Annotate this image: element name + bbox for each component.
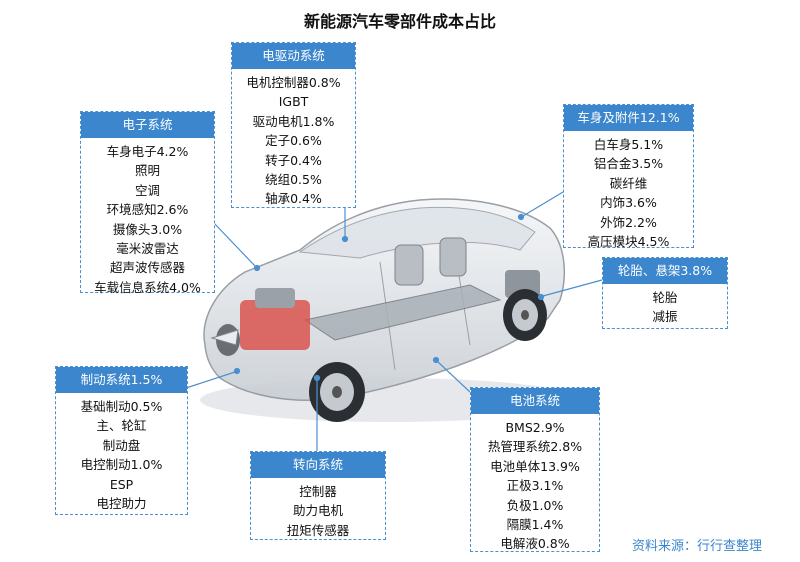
steering-item: 控制器: [299, 484, 337, 499]
chassis-item: 减振: [652, 309, 678, 325]
motor-drive-item: 驱动电机1.8%: [252, 113, 335, 129]
motor-drive-item: 定子0.6%: [265, 133, 322, 149]
body-item: 白车身5.1%: [593, 137, 664, 152]
brake-box: 制动系统1.5% 基础制动0.5% 主、轮缸 制动盘 电控制动1.0% ESP …: [55, 366, 188, 515]
connector-dot: [233, 367, 241, 375]
motor-drive-item: 绕组0.5%: [265, 172, 322, 188]
electronics-item: 毫米波雷达: [116, 241, 179, 257]
front-motor: [240, 300, 310, 350]
battery-item: 负极1.0%: [506, 497, 564, 513]
brake-item: 基础制动0.5%: [80, 399, 163, 414]
brake-item: 电控助力: [96, 496, 147, 512]
body-item: 外饰2.2%: [600, 214, 657, 230]
steering-box: 转向系统 控制器 助力电机 扭矩传感器: [250, 451, 386, 540]
battery-item: 正极3.1%: [506, 478, 564, 494]
page-title: 新能源汽车零部件成本占比: [303, 12, 496, 31]
car-seat: [394, 244, 424, 286]
electronics-item: 摄像头3.0%: [112, 221, 183, 237]
connector-dot: [432, 356, 440, 364]
battery-item: 热管理系统2.8%: [487, 439, 583, 455]
motor-drive-header: 电驱动系统: [232, 43, 355, 69]
car-glass: [298, 206, 536, 259]
electronics-header: 电子系统: [81, 112, 214, 138]
connector-brake: [185, 371, 236, 389]
connector-chassis: [542, 279, 603, 297]
body-item: 铝合金3.5%: [593, 156, 664, 172]
electronics-item: 照明: [134, 163, 160, 179]
motor-controller: [255, 288, 295, 308]
steering-item: 扭矩传感器: [286, 522, 350, 538]
car-seat: [439, 237, 467, 277]
connector-dot: [517, 213, 525, 221]
motor-drive-item: 轴承0.4%: [265, 191, 322, 207]
connector-body: [522, 191, 564, 217]
source-note: 资料来源：行行查整理: [631, 539, 762, 554]
motor-drive-item: 转子0.4%: [265, 152, 322, 168]
rear-wheel: [503, 289, 547, 341]
front-wheel: [309, 362, 365, 422]
brake-item: 电控制动1.0%: [80, 457, 163, 473]
chassis-header: 轮胎、悬架3.8%: [603, 258, 727, 284]
electronics-item: 环境感知2.6%: [106, 202, 189, 218]
motor-drive-item: IGBT: [278, 94, 309, 110]
brake-header: 制动系统1.5%: [56, 367, 187, 393]
chassis-item: 轮胎: [652, 290, 678, 305]
brake-item: 主、轮缸: [96, 418, 147, 434]
chassis-box: 轮胎、悬架3.8% 轮胎 减振: [602, 257, 728, 329]
connector-battery: [437, 361, 471, 393]
connector-dot: [341, 235, 349, 243]
battery-item: 隔膜1.4%: [506, 517, 564, 533]
electronics-item: 超声波传感器: [109, 260, 185, 276]
electronics-item: 空调: [134, 182, 160, 198]
body-header: 车身及附件12.1%: [564, 105, 693, 131]
brake-item: 制动盘: [102, 437, 141, 453]
steering-header: 转向系统: [251, 452, 385, 478]
connector-dot: [537, 293, 545, 301]
battery-header: 电池系统: [471, 388, 599, 414]
battery-item: BMS2.9%: [505, 420, 565, 435]
steering-item: 助力电机: [292, 503, 343, 519]
body-box: 车身及附件12.1% 白车身5.1% 铝合金3.5% 碳纤维 内饰3.6% 外饰…: [563, 104, 694, 250]
headlight: [210, 329, 239, 346]
connector-electronics: [212, 221, 256, 267]
battery-pack: [303, 284, 502, 341]
body-item: 碳纤维: [609, 175, 648, 191]
brake-item: ESP: [109, 476, 134, 492]
body-item: 内饰3.6%: [600, 195, 657, 211]
battery-box: 电池系统 BMS2.9% 热管理系统2.8% 电池单体13.9% 正极3.1% …: [470, 387, 600, 552]
motor-drive-item: 电机控制器0.8%: [246, 75, 341, 90]
electronics-box: 电子系统 车身电子4.2% 照明 空调 环境感知2.6% 摄像头3.0% 毫米波…: [80, 111, 215, 295]
motor-drive-box: 电驱动系统 电机控制器0.8% IGBT 驱动电机1.8% 定子0.6% 转子0…: [231, 42, 356, 208]
electronics-item: 车身电子4.2%: [106, 144, 189, 159]
battery-item: 电解液0.8%: [500, 536, 570, 552]
connector-dot: [313, 374, 321, 382]
body-item: 高压模块4.5%: [587, 234, 670, 250]
electronics-item: 车载信息系统4.0%: [94, 279, 201, 295]
connector-dot: [253, 264, 261, 272]
battery-item: 电池单体13.9%: [490, 458, 580, 474]
